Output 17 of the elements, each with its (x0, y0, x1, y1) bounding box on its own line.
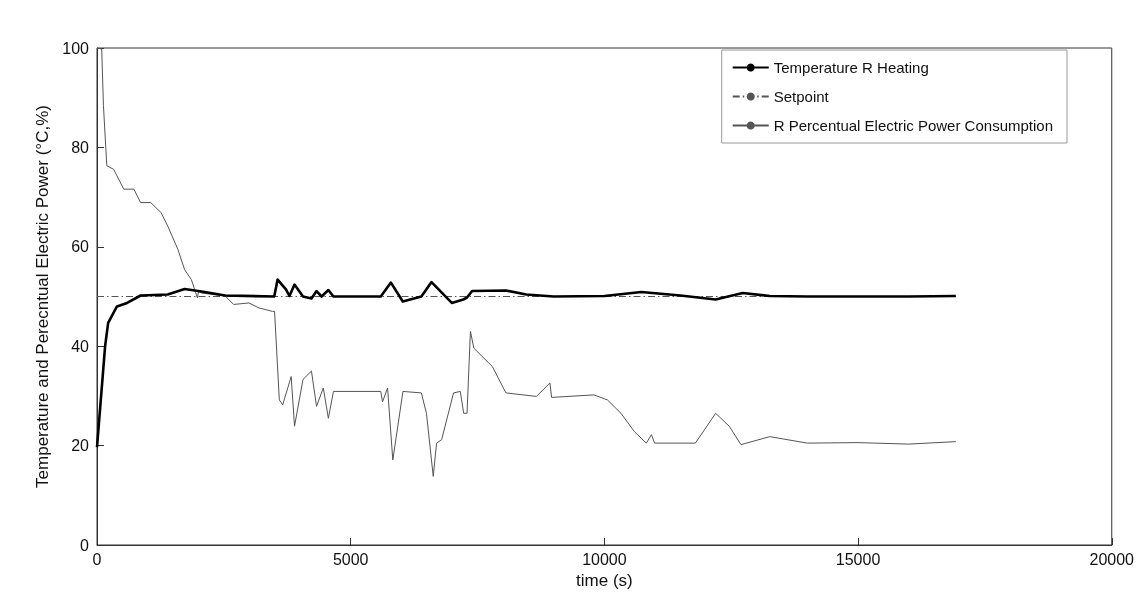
x-axis-title: time (s) (576, 570, 633, 590)
legend-label: Setpoint (773, 88, 830, 105)
x-tick-label: 5000 (332, 550, 369, 568)
x-tick-label: 0 (92, 550, 102, 568)
y-tick-label: 20 (71, 437, 90, 455)
legend-label: R Percentual Electric Power Consumption (773, 117, 1054, 134)
y-tick-label: 40 (71, 337, 90, 355)
x-tick-label: 10000 (582, 550, 627, 568)
y-tick-label: 0 (80, 536, 90, 554)
y-axis-title: Temperature and Perecntual Electric Power (°C,%) (33, 105, 53, 488)
line-series (95, 278, 958, 449)
y-tick-label: 100 (62, 39, 90, 57)
x-tick-label: 15000 (835, 550, 881, 568)
y-tick-label: 60 (71, 238, 90, 256)
x-tick-label: 20000 (1089, 550, 1135, 568)
legend-label: Temperature R Heating (773, 59, 929, 76)
y-tick-label: 80 (71, 138, 90, 156)
